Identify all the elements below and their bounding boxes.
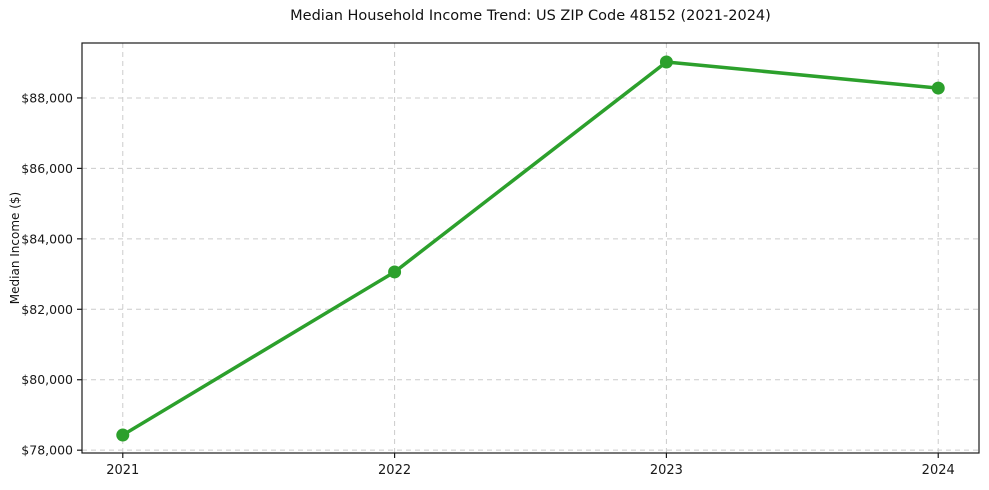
data-point <box>116 428 130 442</box>
x-tick-label: 2023 <box>650 463 683 478</box>
trend-line <box>121 60 940 437</box>
y-tick-label: $84,000 <box>21 231 73 246</box>
y-tick-label: $82,000 <box>21 302 73 317</box>
x-tick-label: 2021 <box>106 463 139 478</box>
data-point <box>659 55 673 69</box>
data-point <box>931 81 945 95</box>
axes-box <box>81 42 980 454</box>
series-median-household-income <box>116 55 945 442</box>
y-tick-label: $86,000 <box>21 161 73 176</box>
x-tick-label: 2024 <box>922 463 955 478</box>
y-tick-label: $80,000 <box>21 372 73 387</box>
gridlines <box>82 43 979 453</box>
y-tick-label: $88,000 <box>21 90 73 105</box>
y-tick-label: $78,000 <box>21 443 73 458</box>
data-point <box>388 265 402 279</box>
axis-ticks: $78,000 $80,000 $82,000 $84,000 $86,000 $88,0… <box>21 90 954 478</box>
x-tick-label: 2022 <box>378 463 411 478</box>
chart-title: Median Household Income Trend: US ZIP Co… <box>290 8 771 24</box>
